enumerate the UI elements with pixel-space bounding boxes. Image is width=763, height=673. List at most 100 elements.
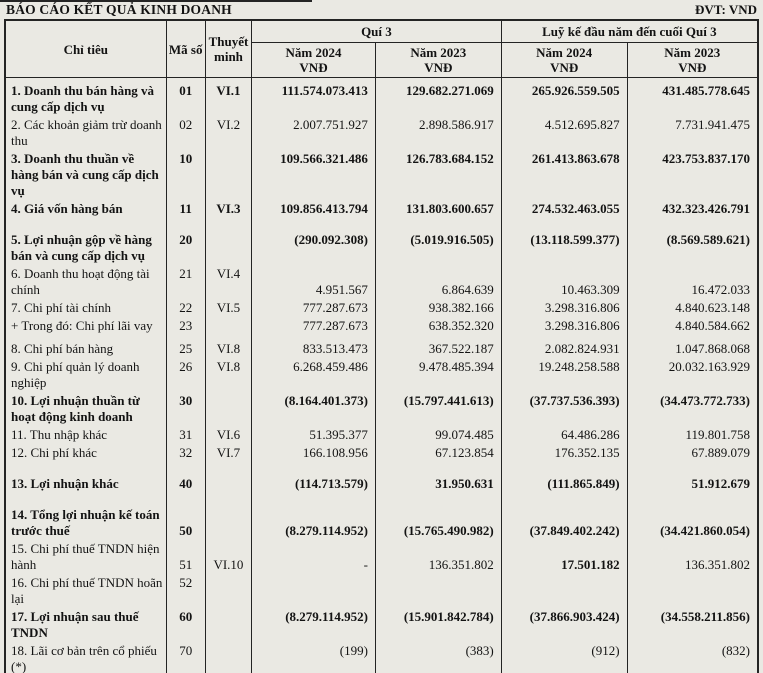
row-note <box>204 608 253 642</box>
row-note <box>204 642 253 673</box>
table-row: + Trong đó: Chi phí lãi vay 23 777.287.673… <box>4 317 759 335</box>
row-value: (15.901.842.784) <box>374 608 502 642</box>
row-value: 129.682.271.069 <box>374 77 502 116</box>
row-value: 1.047.868.068 <box>626 335 759 358</box>
row-value: 126.783.684.152 <box>374 150 502 200</box>
row-value <box>374 574 502 608</box>
table-row: 1. Doanh thu bán hàng và cung cấp dịch v… <box>4 77 759 116</box>
row-value: 4.840.584.662 <box>626 317 759 335</box>
row-value: 136.351.802 <box>374 540 502 574</box>
row-value: (111.865.849) <box>500 462 628 493</box>
title-row: BÁO CÁO KẾT QUẢ KINH DOANH ĐVT: VND <box>0 0 763 19</box>
row-value: 67.123.854 <box>374 444 502 462</box>
row-value: (832) <box>626 642 759 673</box>
row-value: (8.279.114.952) <box>251 493 376 540</box>
row-code: 32 <box>165 444 206 462</box>
row-value: (114.713.579) <box>251 462 376 493</box>
row-value: 17.501.182 <box>500 540 628 574</box>
row-value: 638.352.320 <box>374 317 502 335</box>
col-header-chi-tieu: Chỉ tiêu <box>4 19 167 78</box>
table-row: 3. Doanh thu thuần về hàng bán và cung c… <box>4 150 759 200</box>
year-label: Năm 2023 <box>410 45 467 60</box>
row-code: 70 <box>165 642 206 673</box>
col-header-ytd-2024: Năm 2024 VNĐ <box>500 42 628 78</box>
page-title: BÁO CÁO KẾT QUẢ KINH DOANH <box>6 2 232 17</box>
table-row: 5. Lợi nhuận gộp về hàng bán và cung cấp… <box>4 218 759 265</box>
row-note: VI.5 <box>204 299 253 317</box>
table-row: 12. Chi phí khác 32 VI.7 166.108.956 67.123.… <box>4 444 759 462</box>
row-value: (8.164.401.373) <box>251 392 376 426</box>
row-value: (15.765.490.982) <box>374 493 502 540</box>
row-value: 4.512.695.827 <box>500 116 628 150</box>
row-value: (13.118.599.377) <box>500 218 628 265</box>
row-code: 25 <box>165 335 206 358</box>
row-value: (37.866.903.424) <box>500 608 628 642</box>
row-code: 23 <box>165 317 206 335</box>
row-label: 9. Chi phí quản lý doanh nghiệp <box>4 358 167 392</box>
row-note: VI.7 <box>204 444 253 462</box>
col-header-q3-2024: Năm 2024 VNĐ <box>251 42 376 78</box>
table-row: 6. Doanh thu hoạt động tài chính 21 VI.4 4.… <box>4 265 759 299</box>
row-code: 20 <box>165 218 206 265</box>
row-label: 15. Chi phí thuế TNDN hiện hành <box>4 540 167 574</box>
row-value: 20.032.163.929 <box>626 358 759 392</box>
table-row: 2. Các khoản giảm trừ doanh thu 02 VI.2 2.0… <box>4 116 759 150</box>
row-code: 30 <box>165 392 206 426</box>
row-label: 1. Doanh thu bán hàng và cung cấp dịch v… <box>4 77 167 116</box>
currency-label: VNĐ <box>424 60 453 75</box>
row-label: 14. Tổng lợi nhuận kế toán trước thuế <box>4 493 167 540</box>
row-value: 431.485.778.645 <box>626 77 759 116</box>
currency-label: VNĐ <box>550 60 579 75</box>
table-row: 17. Lợi nhuận sau thuế TNDN 60 (8.279.114.… <box>4 608 759 642</box>
row-value: (199) <box>251 642 376 673</box>
row-note: VI.1 <box>204 77 253 116</box>
row-label: 5. Lợi nhuận gộp về hàng bán và cung cấp… <box>4 218 167 265</box>
currency-label: VNĐ <box>678 60 707 75</box>
row-code: 50 <box>165 493 206 540</box>
row-label: 13. Lợi nhuận khác <box>4 462 167 493</box>
row-code: 60 <box>165 608 206 642</box>
row-code: 26 <box>165 358 206 392</box>
row-note: VI.6 <box>204 426 253 444</box>
row-value: 131.803.600.657 <box>374 200 502 218</box>
row-note <box>204 574 253 608</box>
table-row: 7. Chi phí tài chính 22 VI.5 777.287.673 938… <box>4 299 759 317</box>
table-row: 10. Lợi nhuận thuần từ hoạt động kinh do… <box>4 392 759 426</box>
row-code: 52 <box>165 574 206 608</box>
table-row: 18. Lãi cơ bản trên cổ phiếu (*) 70 (199)(… <box>4 642 759 673</box>
row-value: 833.513.473 <box>251 335 376 358</box>
unit-label: ĐVT: VND <box>695 2 757 17</box>
row-value: 6.268.459.486 <box>251 358 376 392</box>
col-group-quarter: Quí 3 <box>251 19 502 43</box>
row-code: 22 <box>165 299 206 317</box>
row-value: 19.248.258.588 <box>500 358 628 392</box>
row-value: 67.889.079 <box>626 444 759 462</box>
row-value: 136.351.802 <box>626 540 759 574</box>
row-value: (34.473.772.733) <box>626 392 759 426</box>
row-label: 18. Lãi cơ bản trên cổ phiếu (*) <box>4 642 167 673</box>
row-note: VI.4 <box>204 265 253 299</box>
row-value: (8.569.589.621) <box>626 218 759 265</box>
row-value: (290.092.308) <box>251 218 376 265</box>
row-label: 17. Lợi nhuận sau thuế TNDN <box>4 608 167 642</box>
row-value: 3.298.316.806 <box>500 299 628 317</box>
row-value: 16.472.033 <box>626 265 759 299</box>
row-value: 261.413.863.678 <box>500 150 628 200</box>
row-value: (383) <box>374 642 502 673</box>
row-value: 938.382.166 <box>374 299 502 317</box>
row-label: 10. Lợi nhuận thuần từ hoạt động kinh do… <box>4 392 167 426</box>
year-label: Năm 2023 <box>664 45 721 60</box>
row-value: (912) <box>500 642 628 673</box>
row-value: 3.298.316.806 <box>500 317 628 335</box>
row-label: 4. Giá vốn hàng bán <box>4 200 167 218</box>
row-value: 274.532.463.055 <box>500 200 628 218</box>
table-row: 16. Chi phí thuế TNDN hoãn lại 52 <box>4 574 759 608</box>
row-note <box>204 150 253 200</box>
row-code: 10 <box>165 150 206 200</box>
row-value: - <box>251 540 376 574</box>
row-value: 6.864.639 <box>374 265 502 299</box>
row-value <box>500 574 628 608</box>
row-value: 432.323.426.791 <box>626 200 759 218</box>
row-note: VI.3 <box>204 200 253 218</box>
